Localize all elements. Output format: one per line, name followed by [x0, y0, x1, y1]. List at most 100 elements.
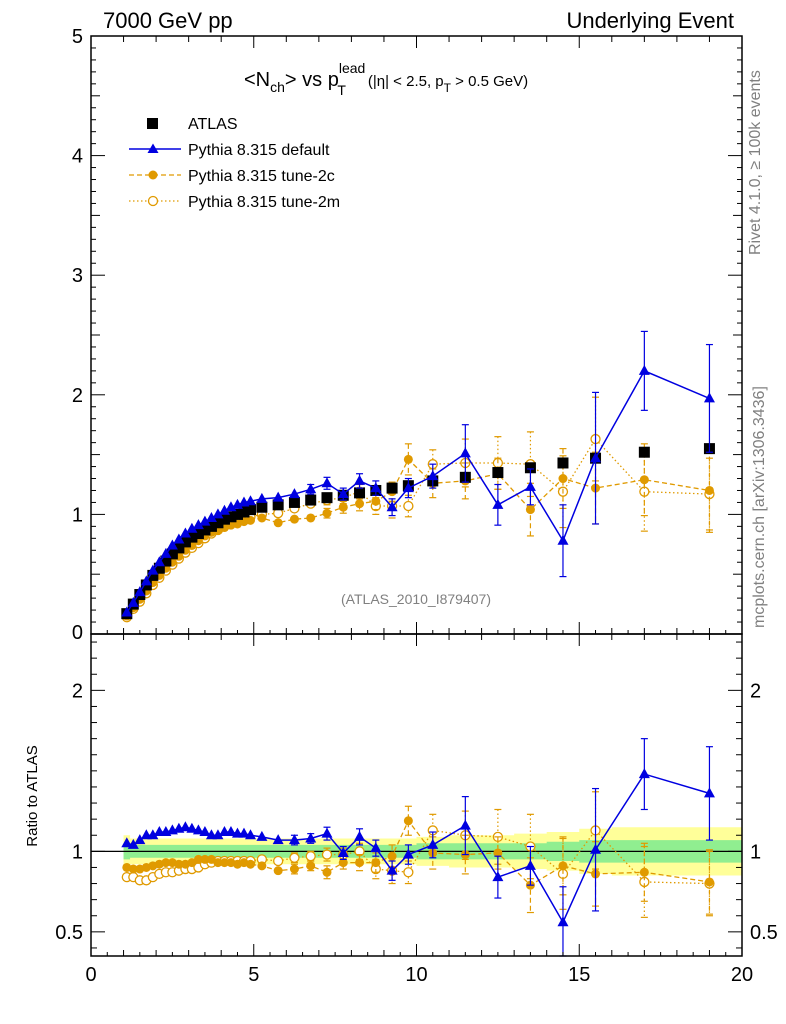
- ratio-tune2c-point: [306, 861, 316, 871]
- top-atlas-point: [212, 517, 224, 529]
- ratio-tune2c-point: [273, 866, 283, 876]
- ratio-tune2c-point: [704, 877, 714, 887]
- top-default-point: [459, 447, 471, 458]
- top-default-point: [337, 488, 349, 499]
- top-default-point: [703, 392, 715, 403]
- top-default-point: [256, 492, 268, 503]
- legend: ATLAS Pythia 8.315 default Pythia 8.315 …: [129, 116, 340, 211]
- x-tick-label: 15: [568, 964, 590, 986]
- ratio-default-point: [459, 819, 471, 830]
- ratio-default-point: [238, 827, 250, 838]
- top-y-tick-label: 5: [72, 26, 83, 48]
- top-atlas-point: [238, 506, 250, 518]
- title-part-sub-ch: ch: [270, 79, 285, 95]
- legend-default-label: Pythia 8.315 default: [188, 142, 330, 159]
- bottom-panel-data: [91, 738, 743, 957]
- x-tick-label: 5: [248, 964, 259, 986]
- ratio-tune2c-point: [193, 854, 203, 864]
- top-tune2c-point: [639, 475, 649, 485]
- top-default-point: [199, 515, 211, 526]
- top-default-line: [126, 369, 710, 613]
- top-y-tick-label: 1: [72, 504, 83, 526]
- x-tick-label: 0: [85, 964, 96, 986]
- ratio-tune2c-point: [200, 854, 210, 864]
- ratio-default-point: [212, 829, 224, 840]
- ratio-default-point: [288, 834, 300, 845]
- top-default-point: [370, 482, 382, 493]
- top-tune2c-point: [403, 454, 413, 464]
- ratio-default-point: [147, 829, 159, 840]
- ratio-y-tick-label-left: 0.5: [55, 922, 83, 944]
- ratio-default-point: [127, 838, 139, 849]
- ratio-default-point: [121, 837, 133, 848]
- top-tune2c-point: [273, 518, 283, 528]
- ratio-default-point: [638, 768, 650, 779]
- title-part-mid: > vs p: [285, 69, 339, 91]
- ratio-tune2c-series: [122, 805, 714, 915]
- top-atlas-point: [160, 555, 172, 567]
- top-atlas-point: [524, 462, 536, 474]
- top-default-series: [121, 330, 715, 617]
- ratio-default-point: [225, 826, 237, 837]
- ratio-tune2c-point: [289, 864, 299, 874]
- ratio-y-tick-label-right: 2: [750, 680, 761, 702]
- top-default-point: [186, 522, 198, 533]
- title-part-cut-end: > 0.5 GeV): [451, 73, 528, 90]
- top-tune2m-series: [121, 396, 715, 623]
- top-default-point: [524, 480, 536, 491]
- top-atlas-point: [231, 508, 243, 520]
- top-atlas-point: [386, 482, 398, 494]
- ratio-tune2c-point: [387, 851, 397, 861]
- title-part-sup-lead: lead: [339, 60, 365, 76]
- top-atlas-point: [225, 511, 237, 523]
- rivet-version-label: Rivet 4.1.0, ≥ 100k events: [747, 70, 764, 255]
- legend-default-marker: [147, 143, 159, 153]
- ratio-default-point: [427, 838, 439, 849]
- legend-tune2c-marker: [148, 170, 158, 180]
- ratio-default-point: [492, 871, 504, 882]
- top-y-tick-label: 3: [72, 265, 83, 287]
- top-tune2c-point: [245, 515, 255, 525]
- top-atlas-point: [153, 562, 165, 574]
- ratio-tune2c-point: [245, 859, 255, 869]
- top-default-point: [205, 511, 217, 522]
- top-default-point: [160, 547, 172, 558]
- ratio-default-point: [703, 787, 715, 798]
- ratio-default-series: [121, 738, 715, 957]
- ratio-default-point: [305, 832, 317, 843]
- ratio-default-point: [402, 848, 414, 859]
- top-tune2c-point: [558, 474, 568, 484]
- top-default-point: [179, 527, 191, 538]
- top-atlas-point: [166, 548, 178, 560]
- ratio-default-point: [321, 827, 333, 838]
- ratio-tune2c-point: [213, 858, 223, 868]
- ratio-tune2m-point: [321, 849, 333, 860]
- ratio-tune2c-point: [219, 858, 229, 868]
- top-tune2c-point: [355, 499, 365, 509]
- top-tune2c-point: [525, 505, 535, 515]
- top-atlas-point: [557, 457, 569, 469]
- top-default-point: [147, 564, 159, 575]
- title-part-pre: <N: [244, 69, 270, 91]
- ratio-tune2m-point: [273, 855, 284, 867]
- top-tune2c-point: [257, 513, 267, 523]
- ratio-tune2c-point: [161, 858, 171, 868]
- top-default-point: [121, 606, 133, 617]
- mcplots-credit-label: mcplots.cern.ch [arXiv:1306.3436]: [751, 386, 768, 628]
- top-default-point: [492, 498, 504, 509]
- top-default-point: [134, 586, 146, 597]
- ratio-default-point: [524, 859, 536, 870]
- top-atlas-point: [638, 446, 650, 458]
- top-tune2c-point: [338, 502, 348, 512]
- ratio-default-point: [354, 830, 366, 841]
- ratio-default-point: [244, 829, 256, 840]
- top-default-point: [305, 483, 317, 494]
- ratio-tune2c-point: [558, 861, 568, 871]
- top-default-point: [218, 504, 230, 515]
- legend-tune2m-label: Pythia 8.315 tune-2m: [188, 194, 340, 211]
- top-atlas-point: [179, 536, 191, 548]
- legend-tune2c-label: Pythia 8.315 tune-2c: [188, 168, 335, 185]
- top-atlas-point: [205, 520, 217, 532]
- top-panel-data: [121, 330, 715, 623]
